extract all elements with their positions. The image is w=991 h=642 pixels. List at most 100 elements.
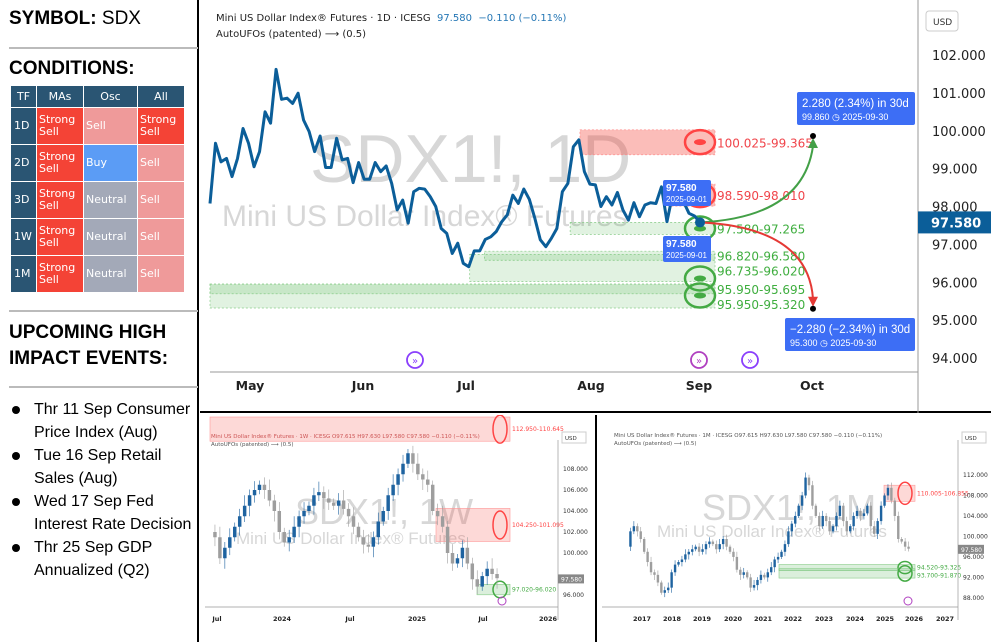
candle xyxy=(445,526,450,553)
mas-cell: Strong Sell xyxy=(36,181,84,219)
candle xyxy=(794,515,797,524)
monthly-chart-canvas[interactable]: 110.005-106.855 94.520-93.32593.700-91.87… xyxy=(597,415,991,642)
ufo-icon xyxy=(897,560,913,575)
candle xyxy=(821,515,824,527)
candle xyxy=(381,511,385,522)
candle xyxy=(855,510,859,516)
indicator-legend[interactable]: AutoUFOs (patented) ⟶ (0.5) xyxy=(211,442,294,448)
candle xyxy=(262,484,267,490)
candle xyxy=(773,559,776,568)
indicator-legend[interactable]: AutoUFOs (patented) ⟶ (0.5) xyxy=(216,29,367,40)
event-icon-glyph: » xyxy=(696,356,702,367)
arrow-down-icon xyxy=(808,296,818,307)
candle xyxy=(780,551,783,557)
zone-label: 104.250-101.095 xyxy=(512,522,564,529)
candle xyxy=(800,495,804,506)
osc-cell: Buy xyxy=(83,144,138,182)
candle xyxy=(852,515,855,527)
y-tick: 99.000 xyxy=(932,163,978,178)
candle xyxy=(677,562,680,565)
zone-label: 95.950-95.320 xyxy=(717,298,805,312)
daily-chart-canvas[interactable]: 100.025-99.365 98.590-98.010 97.580-97.265… xyxy=(200,0,991,413)
zone-label: 112.950-110.645 xyxy=(512,426,564,433)
candle xyxy=(876,521,879,534)
y-tick: 100.000 xyxy=(932,125,986,140)
tf-cell: 1D xyxy=(10,107,37,145)
y-tick: 96.000 xyxy=(932,276,978,291)
candle xyxy=(831,526,835,532)
candle xyxy=(797,505,800,516)
candle xyxy=(430,484,435,511)
candle xyxy=(763,574,766,578)
candle xyxy=(739,569,742,575)
y-tick: 112.000 xyxy=(963,472,988,479)
divider xyxy=(9,47,198,49)
demand-zone xyxy=(778,568,916,579)
candle xyxy=(660,582,663,593)
candle xyxy=(845,521,848,532)
symbol-row: SYMBOL: SDX xyxy=(9,8,141,30)
demand-zone xyxy=(569,222,716,235)
x-tick: 2020 xyxy=(724,615,743,623)
candle xyxy=(361,537,366,545)
event-icon xyxy=(406,351,424,369)
tf-cell: 1W xyxy=(10,218,37,256)
symbol-label: SYMBOL: xyxy=(9,8,97,29)
candle xyxy=(213,532,217,538)
event-item: Thr 11 Sep Consumer Price Index (Aug) xyxy=(10,398,195,444)
event-icon xyxy=(903,596,913,606)
candle xyxy=(732,551,735,557)
monthly-chart[interactable]: SDX1!, 1M Mini US Dollar Index® Futures … xyxy=(597,415,991,642)
candle xyxy=(435,511,440,517)
candle xyxy=(873,526,876,534)
tag-date: 2025-09-01 xyxy=(666,195,707,204)
down-target-label xyxy=(785,318,915,351)
candle xyxy=(787,531,790,545)
candle xyxy=(886,487,890,496)
candle xyxy=(869,505,872,527)
last-price-badge xyxy=(958,544,984,554)
chart-title: Mini US Dollar Index® Futures · 1D · ICE… xyxy=(216,13,431,24)
candle xyxy=(667,587,670,591)
indicator-legend[interactable]: AutoUFOs (patented) ⟶ (0.5) xyxy=(614,441,697,447)
y-tick: 100.000 xyxy=(963,533,988,540)
zone-label: 97.580-97.265 xyxy=(717,222,805,236)
candle xyxy=(649,562,653,573)
candle xyxy=(715,544,718,550)
candle xyxy=(485,568,489,577)
y-tick: 96.000 xyxy=(963,554,984,561)
candle xyxy=(745,572,749,578)
currency-label: USD xyxy=(965,436,977,442)
ufo-icon xyxy=(897,564,913,582)
y-tick: 92.000 xyxy=(963,574,984,581)
currency-label: USD xyxy=(565,436,577,442)
candle xyxy=(401,463,405,475)
ufo-icon xyxy=(683,265,717,292)
candle xyxy=(708,541,711,545)
y-tick: 102.000 xyxy=(563,529,588,536)
event-icon-glyph: » xyxy=(747,356,753,367)
candle xyxy=(312,495,316,506)
candle xyxy=(766,572,769,578)
zone-label: 94.520-93.325 xyxy=(917,565,961,572)
projection-down-line xyxy=(699,221,814,299)
candle xyxy=(636,526,639,532)
zone-label: 93.700-91.870 xyxy=(917,573,961,580)
candle xyxy=(653,572,656,575)
price-tag-upper xyxy=(663,180,711,206)
osc-cell: Neutral xyxy=(83,181,138,219)
y-tick: 101.000 xyxy=(932,87,986,102)
weekly-chart-canvas[interactable]: 112.950-110.645 104.250-101.095 97.020-96.… xyxy=(200,415,597,642)
candle xyxy=(426,479,430,485)
candle xyxy=(470,563,475,580)
candle xyxy=(859,510,862,516)
arrow-up-icon xyxy=(808,138,818,149)
daily-chart[interactable]: SDX1!, 1D Mini US Dollar Index® Futures … xyxy=(200,0,991,413)
weekly-chart[interactable]: SDX1!, 1W Mini US Dollar Index® Futures … xyxy=(200,415,597,642)
candle xyxy=(336,500,341,506)
candle xyxy=(862,513,866,516)
conditions-table: TF MAs Osc All 1D Strong Sell Sell Strong Sell… xyxy=(10,85,185,293)
tf-cell: 3D xyxy=(10,181,37,219)
candle xyxy=(450,553,455,564)
tag-date: 2025-09-01 xyxy=(666,251,707,260)
